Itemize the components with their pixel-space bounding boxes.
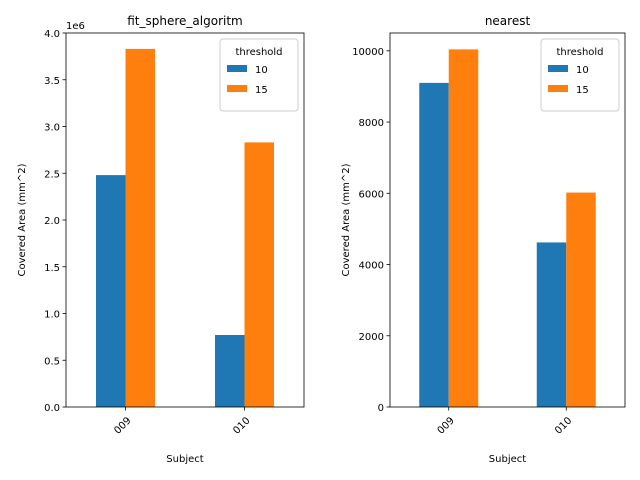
chart1-legend-label-10: 10	[576, 65, 589, 76]
chart0-ylabel: Covered Area (mm^2)	[17, 163, 28, 276]
chart0-ytick-label: 3.5	[44, 76, 60, 87]
chart1-title: nearest	[485, 14, 531, 28]
chart1-bar-10-009	[419, 82, 449, 407]
chart0-ytick-label: 4.0	[44, 29, 60, 40]
chart0-ytick-label: 2.5	[44, 169, 60, 180]
chart1-bar-10-010	[536, 242, 567, 407]
chart0-ytick-label: 0.0	[44, 403, 60, 414]
chart1-ytick-label: 8000	[359, 118, 384, 129]
chart1-legend-label-15: 15	[576, 85, 589, 96]
chart1-legend-box	[540, 38, 620, 112]
chart0-legend-swatch-10	[227, 65, 247, 72]
chart0-ytick-label: 1.5	[44, 263, 60, 274]
chart0-ytick-label: 1.0	[44, 310, 60, 321]
chart0-bar-10-009	[96, 175, 126, 407]
chart0-legend-box	[219, 38, 299, 112]
chart1-xtick-label: 009	[436, 415, 457, 436]
chart0-legend-label-10: 10	[255, 65, 268, 76]
chart0-xlabel: Subject	[166, 454, 203, 465]
chart1-legend-swatch-10	[548, 65, 568, 72]
chart1-xlabel: Subject	[489, 454, 526, 465]
chart0-legend-label-15: 15	[255, 85, 268, 96]
chart1-plot-frame	[389, 32, 626, 408]
chart0-ytick-label: 2.0	[44, 216, 60, 227]
chart0-xtick-label: 010	[231, 415, 252, 436]
chart0-xtick-label: 009	[112, 415, 133, 436]
chart0-bar-15-009	[125, 48, 155, 408]
chart1-ylabel: Covered Area (mm^2)	[341, 163, 352, 276]
chart0-bar-10-010	[215, 335, 245, 407]
chart1-ytick-label: 2000	[359, 332, 384, 343]
chart0-ytick-label: 0.5	[44, 356, 60, 367]
chart1-xtick-label: 010	[553, 415, 574, 436]
chart1-bar-15-009	[448, 49, 479, 407]
chart1-legend-title: threshold	[556, 47, 603, 58]
chart0-title: fit_sphere_algoritm	[127, 14, 242, 28]
chart1-ytick-label: 10000	[352, 47, 384, 58]
chart0-legend-swatch-15	[227, 85, 247, 92]
chart0-ytick-label: 3.0	[44, 123, 60, 134]
chart0-offset-label: 1e6	[66, 21, 85, 32]
chart0-bar-15-010	[244, 142, 274, 407]
chart1-bar-15-010	[566, 192, 596, 407]
chart1-ytick-label: 4000	[359, 261, 384, 272]
chart1-ytick-label: 0	[378, 403, 384, 414]
chart1-legend-swatch-15	[548, 85, 568, 92]
chart0-legend-title: threshold	[235, 47, 282, 58]
chart1-ytick-label: 6000	[359, 189, 384, 200]
